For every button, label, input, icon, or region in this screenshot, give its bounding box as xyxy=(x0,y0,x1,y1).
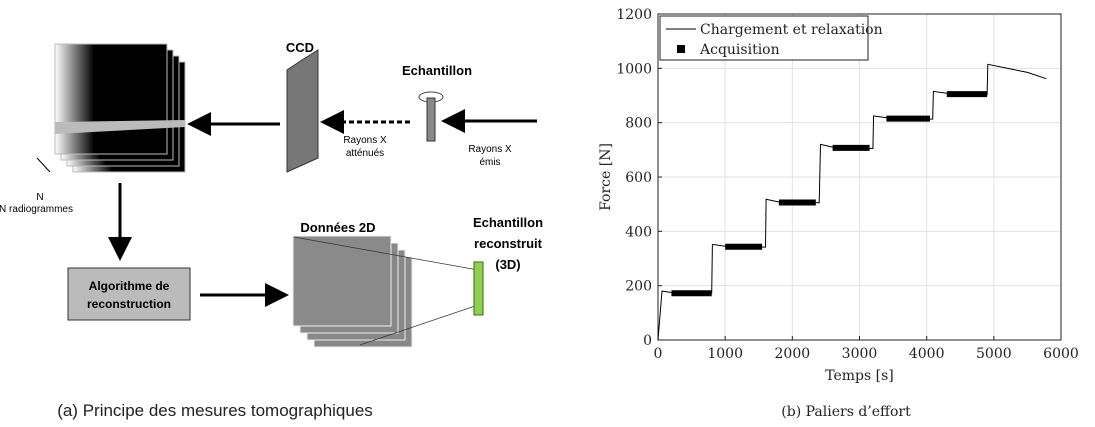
y-tick-label: 1000 xyxy=(616,61,652,77)
chart: 0 1000 2000 3000 4000 5000 6000 0 200 400 600 800 10… xyxy=(598,7,1079,420)
series-line xyxy=(671,91,988,297)
x-tick-label: 1000 xyxy=(707,346,743,362)
plot-frame xyxy=(657,13,1062,341)
algorithm-box xyxy=(67,267,191,321)
x-tick-label: 5000 xyxy=(976,346,1012,362)
reconstructed-sample xyxy=(473,261,484,316)
caption: (a) Principe des mesures tomographiques xyxy=(57,401,373,420)
y-tick-label: 200 xyxy=(625,279,652,295)
sample xyxy=(426,97,436,142)
y-tick-label: 400 xyxy=(625,224,652,240)
images-2d xyxy=(292,235,413,348)
caption: (b) Paliers d’effort xyxy=(781,404,911,420)
y-axis-label: Force [N] xyxy=(598,143,614,211)
ccd xyxy=(286,49,319,173)
legend-label: Acquisition xyxy=(699,42,780,58)
x-tick-label: 6000 xyxy=(1043,346,1079,362)
y-tick-label: 0 xyxy=(643,333,652,349)
x-tick-label: 3000 xyxy=(842,346,878,362)
y-tick-label: 1200 xyxy=(616,7,652,23)
label: Echantillon reconstruit (3D) xyxy=(473,215,543,272)
label: Algorithme de reconstruction xyxy=(87,279,171,311)
legend-label: Chargement et relaxation xyxy=(700,22,883,38)
x-axis-label: Temps [s] xyxy=(825,368,894,384)
x-tick-label: 2000 xyxy=(775,346,811,362)
y-tick-label: 800 xyxy=(625,116,652,132)
x-tick-label: 0 xyxy=(654,346,663,362)
label: Echantillon xyxy=(402,63,472,78)
x-tick-label: 4000 xyxy=(909,346,945,362)
legend-swatch xyxy=(677,45,685,53)
label: CCD xyxy=(286,40,314,55)
legend xyxy=(659,15,869,61)
y-tick-label: 600 xyxy=(625,170,652,186)
radiographs xyxy=(54,43,186,173)
stack-arrow xyxy=(36,157,51,173)
label: Données 2D xyxy=(300,220,375,235)
